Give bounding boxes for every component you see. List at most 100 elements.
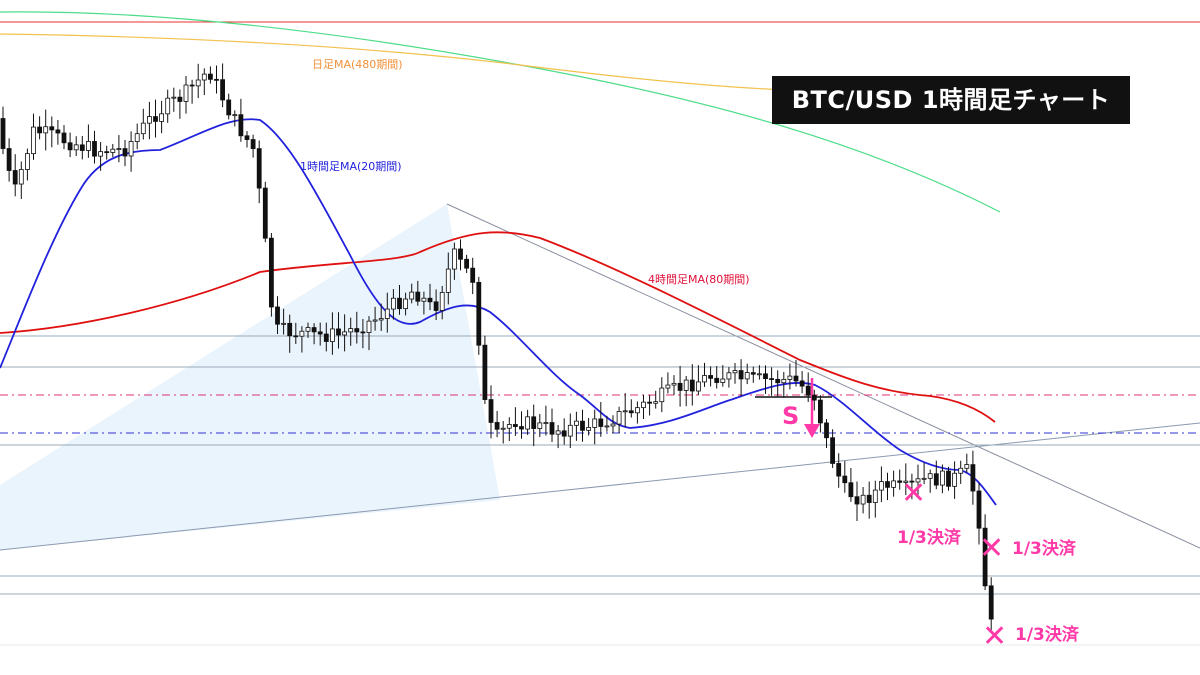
- candle-body: [531, 416, 537, 429]
- candle-body: [336, 328, 341, 336]
- candle-body: [720, 378, 726, 383]
- candle-body: [897, 480, 903, 483]
- candle-body: [708, 375, 713, 379]
- candle-body: [98, 151, 103, 157]
- triangle-pattern: [0, 204, 500, 550]
- candle-body: [915, 478, 921, 483]
- candle-body: [970, 464, 976, 492]
- candle-body: [73, 144, 79, 151]
- candle-body: [988, 585, 994, 620]
- candle-body: [659, 387, 665, 403]
- candle-body: [549, 422, 555, 435]
- candle-body: [763, 373, 768, 380]
- candle-body: [372, 319, 378, 322]
- candle-body: [305, 327, 311, 332]
- candle-body: [12, 170, 18, 185]
- candle-body: [128, 141, 134, 157]
- candle-body: [500, 427, 506, 430]
- candle-body: [195, 79, 201, 87]
- candle-body: [799, 380, 805, 387]
- candle-body: [165, 97, 171, 115]
- candle-body: [317, 331, 323, 335]
- candle-body: [610, 423, 616, 427]
- candle-body: [104, 151, 110, 154]
- candle-body: [586, 427, 591, 431]
- candle-body: [824, 422, 829, 439]
- candle-body: [732, 370, 738, 374]
- candle-body: [238, 114, 244, 137]
- candle-body: [287, 322, 293, 337]
- candle-body: [580, 420, 585, 431]
- candle-body: [482, 344, 488, 400]
- candle-body: [366, 320, 372, 333]
- candle-body: [665, 384, 671, 389]
- candle-body: [232, 114, 238, 117]
- label-daily480: 日足MA(480期間): [312, 58, 403, 71]
- candle-body: [92, 141, 97, 157]
- candle-body: [329, 328, 335, 342]
- candle-body: [268, 237, 274, 308]
- candle-body: [293, 335, 299, 338]
- candle-body: [250, 139, 256, 150]
- candle-body: [744, 372, 750, 380]
- candle-body: [726, 372, 732, 380]
- candle-body: [903, 480, 909, 483]
- candle-body: [201, 73, 207, 81]
- candle-body: [830, 437, 835, 464]
- candle-body: [354, 328, 360, 333]
- ma-daily480-line: [0, 33, 791, 91]
- candle-body: [555, 430, 561, 435]
- candle-body: [360, 331, 366, 334]
- exit-label-1: 1/3決済: [897, 527, 962, 548]
- candle-body: [757, 373, 762, 376]
- candle-body: [311, 327, 317, 333]
- candle-body: [281, 322, 287, 325]
- candle-body: [134, 133, 140, 142]
- candle-body: [37, 126, 42, 134]
- candle-body: [567, 424, 573, 437]
- candle-body: [885, 481, 890, 488]
- candle-body: [488, 399, 494, 423]
- candle-body: [427, 297, 433, 303]
- candle-body: [122, 148, 128, 157]
- candle-body: [220, 79, 226, 101]
- candle-body: [592, 418, 598, 428]
- candle-body: [787, 375, 793, 380]
- exit-label-2: 1/3決済: [1012, 538, 1077, 559]
- candle-body: [458, 248, 463, 260]
- candle-body: [537, 422, 543, 429]
- candle-body: [159, 113, 165, 122]
- candle-body: [403, 298, 409, 310]
- candle-body: [641, 401, 646, 409]
- candle-body: [439, 292, 445, 311]
- candle-body: [598, 418, 604, 427]
- chart-title: BTC/USD 1時間足チャート: [772, 76, 1130, 124]
- candle-body: [214, 78, 219, 81]
- candle-body: [24, 153, 30, 170]
- candle-body: [952, 472, 957, 487]
- candle-body: [543, 422, 549, 424]
- exit-mark-1: ✕: [901, 476, 926, 511]
- candle-body: [805, 385, 811, 396]
- candle-body: [256, 148, 262, 189]
- candle-body: [946, 470, 951, 487]
- candle-body: [171, 96, 177, 99]
- candle-body: [378, 318, 384, 321]
- candle-body: [31, 126, 36, 155]
- candle-body: [153, 116, 158, 122]
- candle-body: [18, 169, 24, 185]
- candle-body: [793, 375, 799, 382]
- candle-body: [86, 141, 91, 151]
- exit-mark-2: ✕: [979, 531, 1004, 566]
- exit-label-3: 1/3決済: [1015, 624, 1080, 645]
- candle-body: [689, 379, 695, 392]
- candle-body: [921, 477, 927, 480]
- candle-body: [348, 328, 354, 333]
- candle-body: [61, 132, 67, 144]
- candle-body: [0, 118, 6, 149]
- candle-body: [683, 379, 689, 391]
- candle-body: [494, 422, 500, 430]
- candle-body: [940, 470, 945, 486]
- candle-body: [982, 527, 988, 587]
- candle-body: [513, 424, 518, 427]
